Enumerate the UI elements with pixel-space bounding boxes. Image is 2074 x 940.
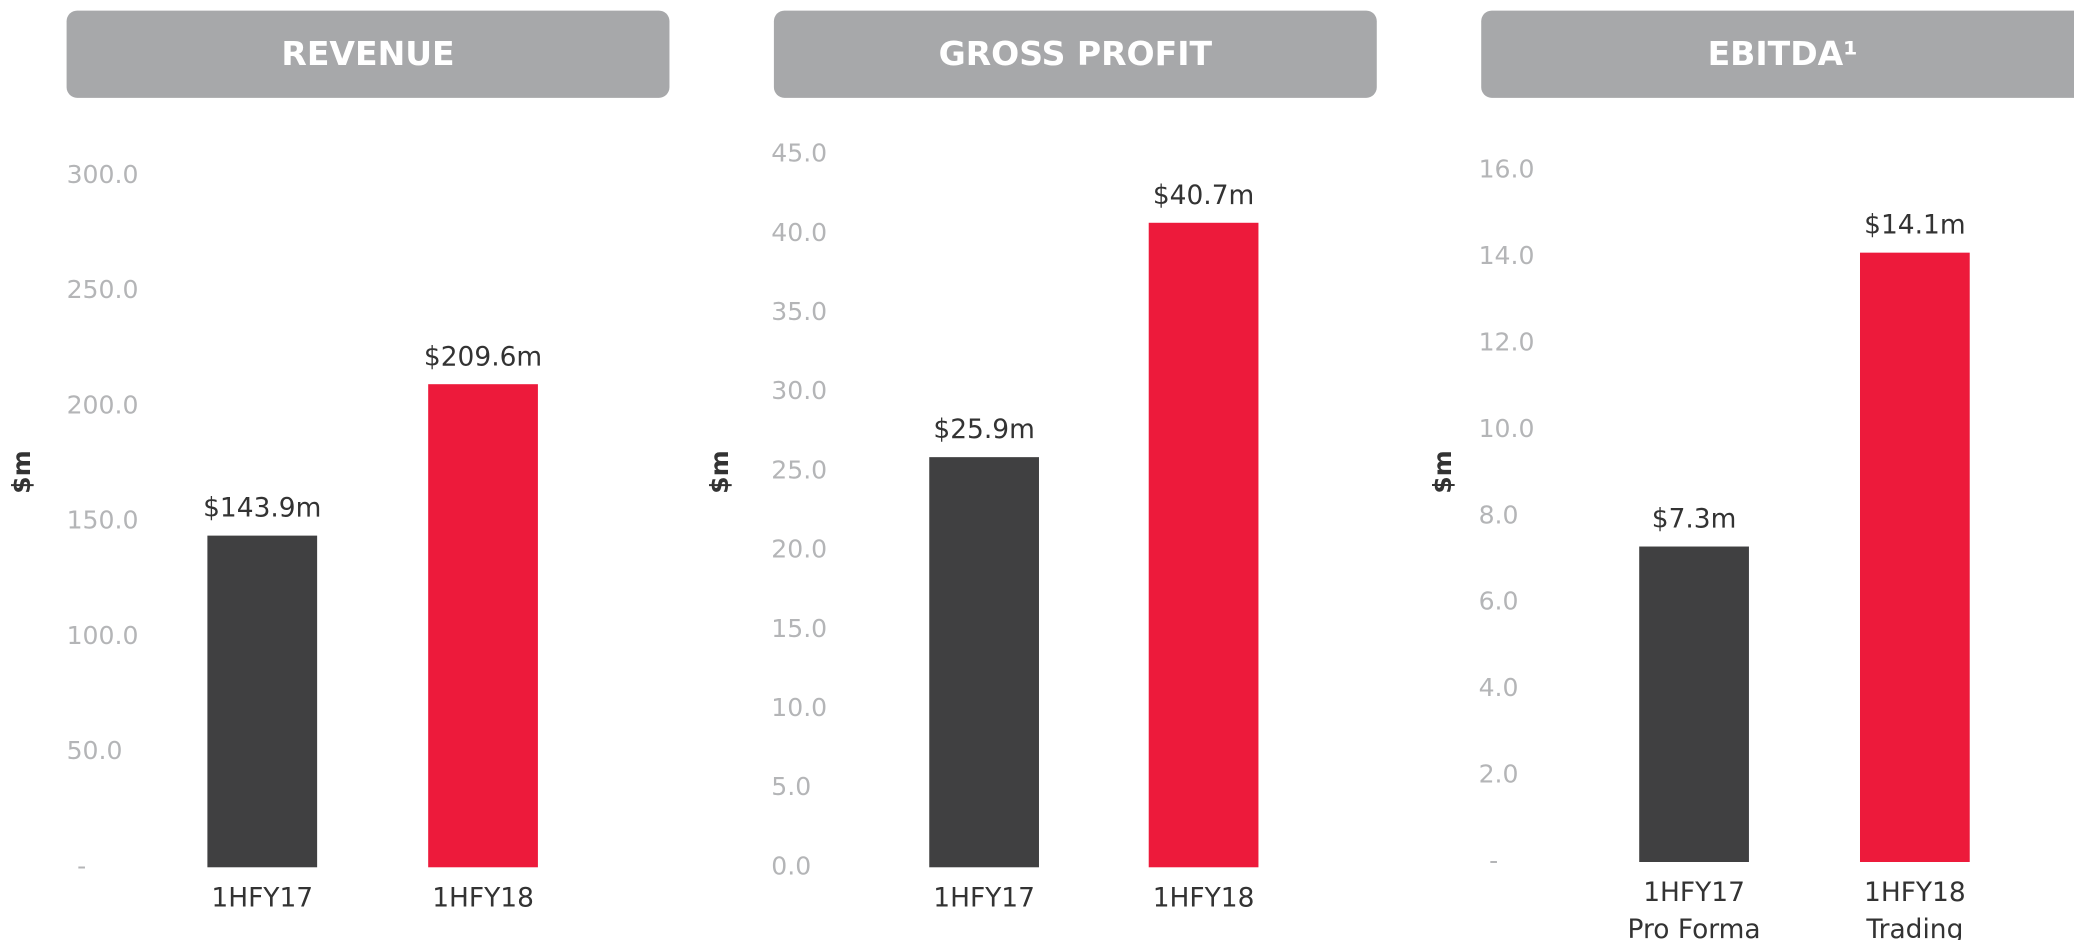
y-axis-label: $m <box>7 450 36 494</box>
y-tick-label: - <box>1489 846 1498 875</box>
y-tick-label: 300.0 <box>67 160 139 189</box>
y-tick-label: 0.0 <box>771 851 811 880</box>
x-tick-label: 1HFY17 <box>933 883 1035 914</box>
bar <box>428 384 538 868</box>
y-tick-label: 5.0 <box>771 772 811 801</box>
x-tick-label: 1HFY17 <box>1643 877 1745 908</box>
y-tick-label: 35.0 <box>771 297 827 326</box>
header-box <box>773 10 1377 98</box>
y-tick-label: - <box>77 851 86 880</box>
x-tick-label: Pro Forma <box>1627 914 1760 940</box>
y-tick-label: 150.0 <box>67 506 139 535</box>
chart-title: REVENUE <box>281 34 454 73</box>
y-tick-label: 100.0 <box>67 621 139 650</box>
header-box <box>1481 10 2074 98</box>
y-tick-label: 10.0 <box>771 693 827 722</box>
y-tick-label: 10.0 <box>1479 414 1535 443</box>
value-label: $7.3m <box>1652 504 1737 535</box>
value-label: $40.7m <box>1153 180 1254 211</box>
bar <box>1148 222 1259 868</box>
y-axis-label: $m <box>1428 450 1457 494</box>
y-tick-label: 6.0 <box>1479 587 1519 616</box>
y-axis-label: $m <box>705 450 734 494</box>
y-tick-label: 25.0 <box>771 455 827 484</box>
y-tick-label: 30.0 <box>771 376 827 405</box>
y-tick-label: 200.0 <box>67 390 139 419</box>
y-tick-label: 12.0 <box>1479 327 1535 356</box>
x-tick-label: 1HFY18 <box>1864 877 1966 908</box>
x-tick-label: 1HFY17 <box>211 883 313 914</box>
y-tick-label: 4.0 <box>1479 673 1519 702</box>
y-tick-label: 14.0 <box>1479 241 1535 270</box>
x-tick-label: 1HFY18 <box>1153 883 1255 914</box>
bar <box>929 457 1039 868</box>
value-label: $209.6m <box>424 341 542 372</box>
y-tick-label: 250.0 <box>67 275 139 304</box>
bar <box>1859 252 1970 862</box>
value-label: $143.9m <box>203 493 321 524</box>
x-tick-label: 1HFY18 <box>432 883 534 914</box>
bar <box>207 535 318 868</box>
header-box <box>66 10 670 98</box>
chart-title: GROSS PROFIT <box>939 34 1213 73</box>
x-tick-label: Trading <box>1865 914 1963 940</box>
bar <box>1639 546 1749 862</box>
y-tick-label: 20.0 <box>771 535 827 564</box>
y-tick-label: 40.0 <box>771 218 827 247</box>
y-tick-label: 50.0 <box>67 736 123 765</box>
y-tick-label: 45.0 <box>771 139 827 168</box>
y-tick-label: 16.0 <box>1479 155 1535 184</box>
chart-title: EBITDA¹ <box>1708 34 1858 73</box>
y-tick-label: 2.0 <box>1479 760 1519 789</box>
y-tick-label: 8.0 <box>1479 500 1519 529</box>
value-label: $25.9m <box>933 414 1034 445</box>
value-label: $14.1m <box>1864 210 1965 241</box>
y-tick-label: 15.0 <box>771 614 827 643</box>
